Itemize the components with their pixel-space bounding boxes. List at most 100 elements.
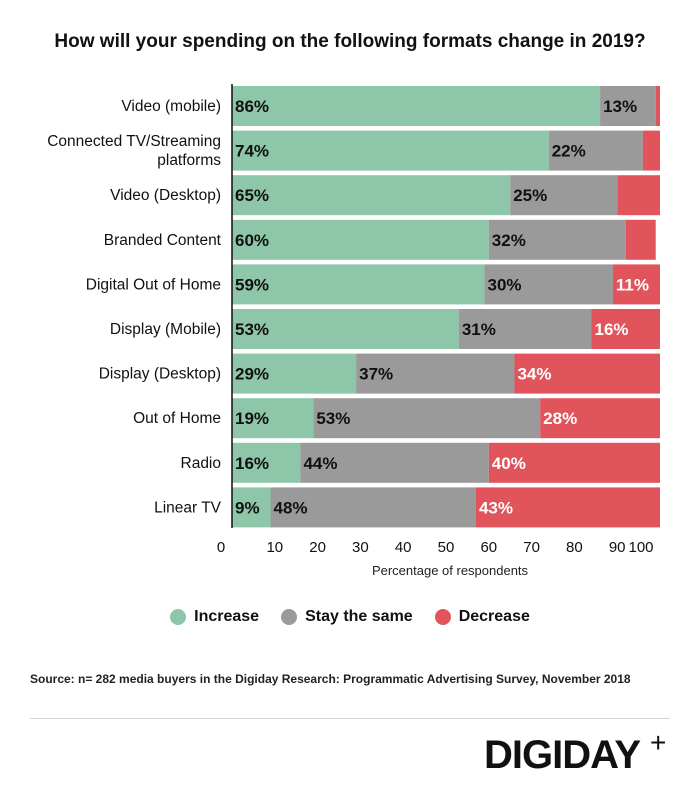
legend-swatch-icon <box>281 609 298 625</box>
category-label: Display (Desktop) <box>99 366 221 383</box>
bar-increase <box>232 219 489 260</box>
category-label: platforms <box>157 152 221 169</box>
x-tick-label: 80 <box>566 539 583 556</box>
bar-decrease <box>655 86 660 126</box>
bar-stay-the-same <box>600 86 656 126</box>
legend-label: Increase <box>194 608 260 625</box>
x-axis-title: Percentage of respondents <box>372 563 529 578</box>
bar-decrease <box>625 219 656 260</box>
legend-swatch-icon <box>434 609 451 625</box>
legend-item: Decrease <box>434 608 530 626</box>
x-tick-label: 70 <box>523 539 540 556</box>
legend-label: Decrease <box>458 608 530 625</box>
bar-decrease <box>475 487 660 528</box>
legend-swatch-icon <box>170 609 187 625</box>
bar-increase <box>232 309 459 349</box>
value-label: 86% <box>235 97 269 116</box>
bar-increase <box>232 487 271 528</box>
value-label: 30% <box>488 275 522 294</box>
category-label: Radio <box>181 455 222 472</box>
legend-item: Stay the same <box>281 608 413 626</box>
value-labels: 86% 13% 74% 22% 65% 25% 60% 32% 59% 30% 11% 53% 31% 1… <box>235 97 649 517</box>
bar-increase <box>232 398 314 439</box>
value-label: 9% <box>235 498 260 517</box>
bar-stay-the-same <box>510 175 618 216</box>
bar-increase <box>232 86 601 126</box>
value-label: 53% <box>316 409 350 428</box>
bar-stay-the-same <box>356 353 515 394</box>
x-tick-label: 10 <box>266 539 283 556</box>
bars-layer <box>232 86 660 528</box>
category-label: Video (Desktop) <box>110 187 221 204</box>
divider <box>30 718 670 719</box>
value-label: 40% <box>492 454 526 473</box>
value-label: 59% <box>235 275 269 294</box>
value-label: 13% <box>603 97 637 116</box>
logo-text: DIGIDAY <box>484 733 641 777</box>
x-tick-label: 40 <box>395 539 412 556</box>
x-tick-label: 50 <box>438 539 455 556</box>
value-label: 28% <box>543 409 577 428</box>
bar-increase <box>232 353 357 394</box>
x-axis-ticks: 0 10 20 30 40 50 60 70 80 90 100 <box>217 539 654 556</box>
bar-stay-the-same <box>313 398 541 439</box>
bar-decrease <box>591 309 660 349</box>
x-tick-label: 30 <box>352 539 369 556</box>
plus-icon: + <box>650 727 667 758</box>
bar-stay-the-same <box>270 487 476 528</box>
bar-stay-the-same <box>488 219 626 260</box>
value-label: 25% <box>513 186 547 205</box>
chart-title: How will your spending on the following … <box>54 31 646 52</box>
legend: Increase Stay the same Decrease <box>0 608 700 626</box>
bar-increase <box>232 130 549 171</box>
value-label: 32% <box>492 231 526 250</box>
value-label: 34% <box>517 365 551 384</box>
category-labels: Video (mobile) Connected TV/Streaming plat… <box>47 98 221 516</box>
category-label: Branded Content <box>104 232 222 249</box>
value-label: 53% <box>235 320 269 339</box>
x-tick-label: 90 <box>609 539 626 556</box>
value-label: 16% <box>595 320 629 339</box>
bar-increase <box>232 264 485 305</box>
bar-decrease <box>617 175 660 216</box>
bar-decrease <box>612 264 660 305</box>
bar-decrease <box>642 130 660 171</box>
x-tick-label: 20 <box>309 539 326 556</box>
legend-item: Increase <box>170 608 259 626</box>
value-label: 37% <box>359 365 393 384</box>
bar-stay-the-same <box>548 130 643 171</box>
category-label: Linear TV <box>154 499 222 516</box>
value-label: 65% <box>235 186 269 205</box>
bar-stay-the-same <box>300 442 489 483</box>
value-label: 16% <box>235 454 269 473</box>
x-tick-label: 60 <box>480 539 497 556</box>
digiday-logo: DIGIDAY + <box>484 727 666 777</box>
bar-stay-the-same <box>484 264 613 305</box>
value-label: 31% <box>462 320 496 339</box>
value-label: 29% <box>235 365 269 384</box>
category-label: Video (mobile) <box>121 98 221 115</box>
value-label: 44% <box>303 454 337 473</box>
bar-decrease <box>514 353 660 394</box>
source-note: Source: n= 282 media buyers in the Digid… <box>30 672 631 686</box>
value-label: 48% <box>274 498 308 517</box>
x-tick-label: 100 <box>628 539 653 556</box>
bar-increase <box>232 442 301 483</box>
value-label: 19% <box>235 409 269 428</box>
value-label: 74% <box>235 142 269 161</box>
category-label: Digital Out of Home <box>86 276 221 293</box>
bar-stay-the-same <box>458 309 592 349</box>
stacked-bar-chart: Video (mobile) Connected TV/Streaming plat… <box>47 84 660 578</box>
category-label: Connected TV/Streaming <box>47 133 221 150</box>
category-label: Display (Mobile) <box>110 321 221 338</box>
bar-increase <box>232 175 511 216</box>
category-label: Out of Home <box>133 410 221 427</box>
value-label: 43% <box>479 498 513 517</box>
value-label: 22% <box>552 142 586 161</box>
value-label: 11% <box>616 275 649 294</box>
bar-decrease <box>540 398 660 439</box>
value-label: 60% <box>235 231 269 250</box>
x-tick-label: 0 <box>217 539 225 556</box>
legend-label: Stay the same <box>305 608 413 625</box>
bar-decrease <box>488 442 660 483</box>
